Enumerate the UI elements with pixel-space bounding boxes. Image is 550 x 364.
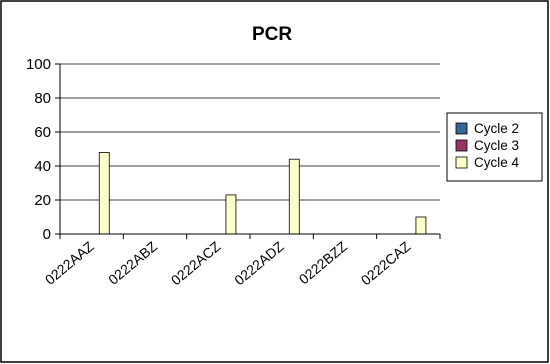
bar <box>226 195 236 234</box>
chart-title: PCR <box>252 24 292 45</box>
legend: Cycle 2 Cycle 3 Cycle 4 <box>447 113 542 181</box>
y-tick-label: 40 <box>34 158 51 175</box>
y-tick-label: 80 <box>34 90 51 107</box>
y-tick-label: 20 <box>34 192 51 209</box>
bar <box>416 217 426 234</box>
legend-label: Cycle 2 <box>474 121 519 136</box>
legend-swatch <box>456 123 467 134</box>
legend-label: Cycle 3 <box>474 138 519 153</box>
legend-swatch <box>456 140 467 151</box>
legend-label: Cycle 4 <box>474 155 520 170</box>
legend-swatch <box>456 157 467 168</box>
bar <box>289 159 299 234</box>
y-tick-label: 100 <box>26 56 51 73</box>
bar <box>99 152 109 234</box>
y-tick-label: 0 <box>43 226 51 243</box>
y-tick-label: 60 <box>34 124 51 141</box>
